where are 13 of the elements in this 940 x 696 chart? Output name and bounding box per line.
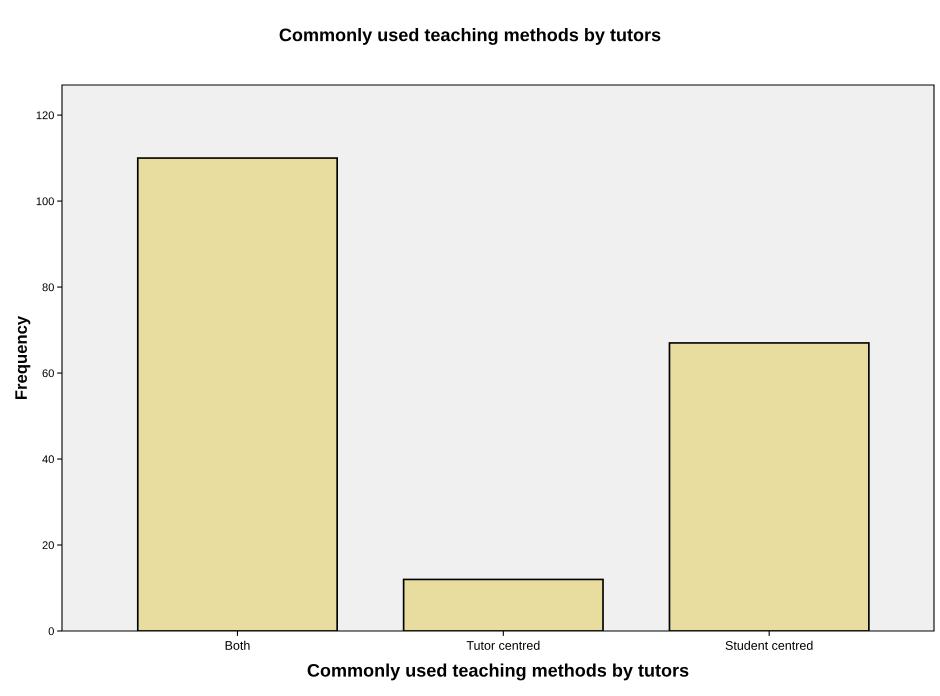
x-tick-label: Student centred <box>726 640 812 650</box>
y-tick-label: 20 <box>42 541 54 550</box>
y-axis-title: Frequency <box>15 316 30 400</box>
y-tick-label: 120 <box>36 111 54 120</box>
y-tick-label: 40 <box>42 455 54 464</box>
y-tick-label: 60 <box>42 369 54 378</box>
x-tick-label: Both <box>226 640 250 650</box>
y-tick-label: 80 <box>42 283 54 292</box>
y-tick-label: 0 <box>48 627 54 636</box>
x-axis-title: Commonly used teaching methods by tutors <box>308 663 688 680</box>
y-tick-label: 100 <box>36 197 54 206</box>
chart-title: Commonly used teaching methods by tutors <box>280 28 660 45</box>
x-tick-label: Tutor centred <box>466 640 540 650</box>
